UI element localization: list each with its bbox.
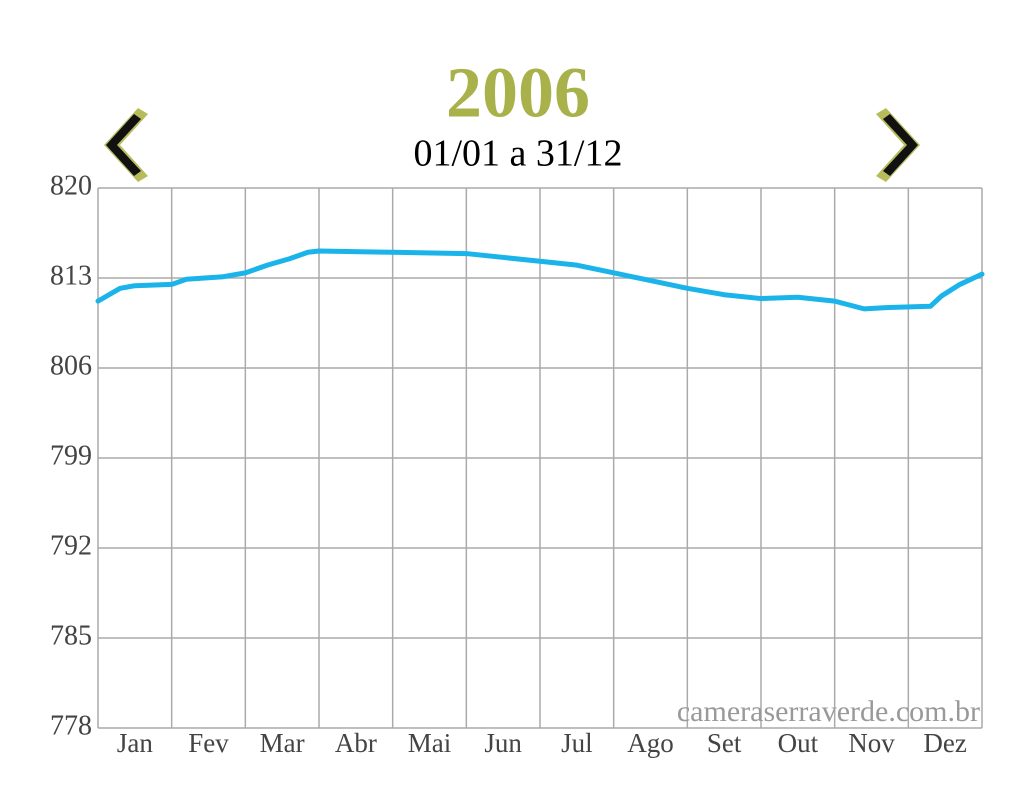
x-tick-label: Ago: [627, 728, 674, 758]
data-line: [95, 248, 985, 312]
x-tick-label: Jan: [117, 728, 153, 758]
x-tick-label: Mai: [408, 728, 452, 758]
y-tick-label: 792: [50, 530, 92, 561]
chart-subtitle: 01/01 a 31/12: [414, 133, 623, 175]
next-arrow: [883, 114, 918, 176]
x-tick-label: Dez: [923, 728, 966, 758]
x-tick-label: Mar: [260, 728, 305, 758]
y-tick-label: 799: [50, 440, 92, 471]
x-tick-label: Jul: [561, 728, 593, 758]
x-tick-label: Nov: [848, 728, 895, 758]
x-tick-label: Set: [707, 728, 742, 758]
y-tick-label: 778: [50, 710, 92, 741]
y-tick-label: 820: [50, 170, 92, 201]
x-tick-label: Abr: [335, 728, 377, 758]
y-tick-label: 813: [50, 260, 92, 291]
x-tick-label: Jun: [484, 728, 522, 758]
y-tick-label: 806: [50, 350, 92, 381]
x-tick-label: Fev: [188, 728, 229, 758]
previous-button[interactable]: [104, 108, 148, 182]
x-tick-label: Out: [778, 728, 819, 758]
watermark: cameraserraverde.com.br: [677, 695, 980, 728]
previous-arrow: [106, 114, 141, 176]
next-button[interactable]: [876, 108, 920, 182]
chart-title: 2006: [446, 53, 590, 133]
y-tick-label: 785: [50, 620, 92, 651]
